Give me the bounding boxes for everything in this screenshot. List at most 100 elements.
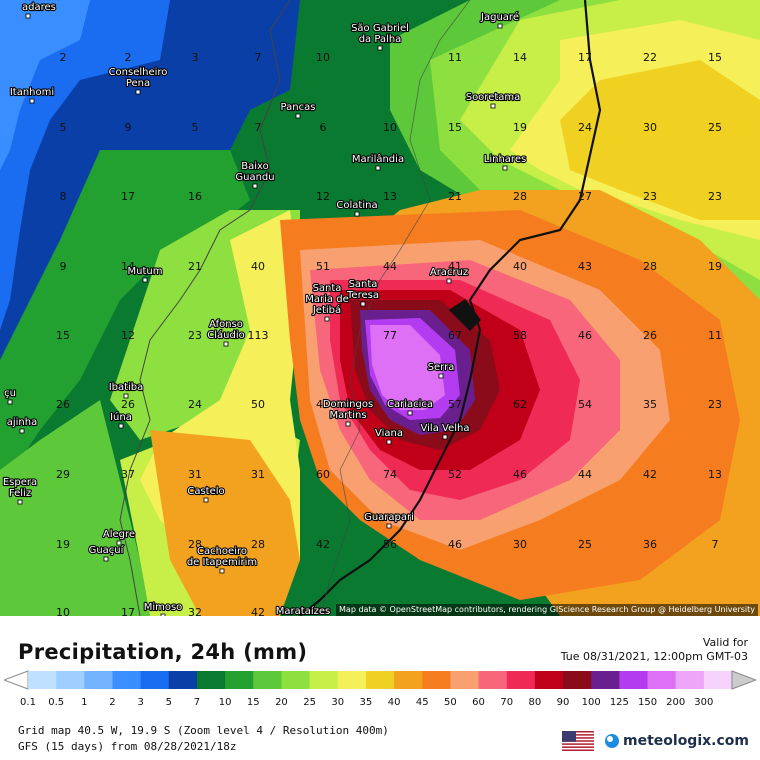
scale-max-arrow bbox=[731, 670, 756, 690]
scale-tick-label: 35 bbox=[359, 697, 373, 708]
precip-value: 58 bbox=[513, 329, 527, 342]
precip-value: 27 bbox=[578, 190, 592, 203]
us-flag-icon[interactable] bbox=[562, 731, 594, 751]
precip-region bbox=[0, 150, 250, 470]
scale-segment bbox=[140, 671, 170, 689]
city-label: de Itapemirim bbox=[187, 557, 257, 568]
precip-value: 7 bbox=[255, 51, 262, 64]
city-dot-icon bbox=[438, 373, 444, 379]
brand-logo[interactable]: meteologix.com bbox=[604, 731, 749, 751]
city-dot-icon bbox=[295, 113, 301, 119]
city-label: Pena bbox=[126, 78, 150, 89]
precip-value: 23 bbox=[708, 190, 722, 203]
city-marker[interactable]: Mutum bbox=[126, 265, 164, 283]
scale-tick-label: 50 bbox=[444, 697, 457, 708]
city-label: Guandu bbox=[235, 172, 274, 183]
coastline bbox=[299, 0, 602, 616]
precip-value: 57 bbox=[448, 398, 462, 411]
precip-value: 26 bbox=[121, 398, 135, 411]
city-marker[interactable]: Vila Velha bbox=[419, 422, 471, 440]
precip-value: 8 bbox=[60, 190, 67, 203]
city-marker[interactable]: Guarapari bbox=[363, 511, 415, 529]
precip-value: 28 bbox=[643, 260, 657, 273]
city-marker[interactable]: Marilândia bbox=[351, 152, 405, 171]
city-marker[interactable]: Mimoso bbox=[143, 601, 183, 616]
city-marker[interactable]: Itanhomi bbox=[9, 86, 55, 104]
precip-value: 42 bbox=[316, 538, 330, 551]
city-marker[interactable]: çu bbox=[3, 387, 17, 405]
precip-value: 15 bbox=[708, 51, 722, 64]
city-marker[interactable]: Aracruz bbox=[429, 266, 469, 284]
city-marker[interactable]: ajinha bbox=[6, 416, 38, 434]
precip-value: 31 bbox=[251, 468, 265, 481]
city-label: ajinha bbox=[7, 417, 38, 428]
precip-value: 54 bbox=[578, 398, 592, 411]
city-marker[interactable]: Colatina bbox=[335, 199, 379, 217]
precip-value: 46 bbox=[578, 329, 592, 342]
city-marker[interactable]: Sooretama bbox=[465, 91, 521, 109]
city-marker[interactable]: ernadoradares bbox=[21, 0, 63, 19]
city-label: Vila Velha bbox=[421, 423, 470, 434]
precip-region bbox=[0, 0, 300, 430]
scale-segment bbox=[337, 671, 367, 689]
city-marker[interactable]: Alegre bbox=[102, 528, 136, 546]
scale-segment bbox=[365, 671, 395, 689]
city-marker[interactable]: Castelo bbox=[186, 485, 226, 503]
city-label: Maria de bbox=[305, 294, 348, 305]
map-attribution[interactable]: Map data © OpenStreetMap contributors, r… bbox=[336, 604, 758, 616]
city-marker[interactable]: Guaçuí bbox=[87, 543, 126, 562]
scale-tick-label: 300 bbox=[694, 697, 714, 708]
precip-region bbox=[370, 325, 445, 410]
precip-value: 26 bbox=[56, 398, 70, 411]
precip-value: 11 bbox=[708, 329, 722, 342]
city-marker[interactable]: Jaguaré bbox=[479, 10, 520, 29]
city-marker[interactable]: Iúna bbox=[109, 410, 133, 429]
city-label: Afonso bbox=[209, 319, 243, 330]
city-dot-icon bbox=[354, 211, 360, 217]
city-marker[interactable]: Cariacica bbox=[386, 398, 434, 416]
precip-value: 42 bbox=[251, 606, 265, 616]
precip-value: 23 bbox=[643, 190, 657, 203]
scale-tick-label: 5 bbox=[165, 697, 172, 708]
precipitation-map[interactable]: 2 2 3 7 10 11 14 17 22 15 5 9 5 7 6 10 15 19 24 30 25 8 17 16 12… bbox=[0, 0, 760, 616]
precip-value: 37 bbox=[121, 468, 135, 481]
precip-value: 77 bbox=[383, 329, 397, 342]
precip-region bbox=[0, 0, 90, 170]
city-marker[interactable]: Ibatiba bbox=[108, 381, 144, 399]
scale-segment bbox=[56, 671, 85, 689]
scale-tick-label: 25 bbox=[303, 697, 316, 708]
precip-value: 23 bbox=[188, 329, 202, 342]
precip-value: 9 bbox=[125, 121, 132, 134]
precip-value: 31 bbox=[188, 468, 202, 481]
city-label: Ibatiba bbox=[109, 382, 144, 393]
precip-value: 50 bbox=[251, 398, 265, 411]
city-dot-icon bbox=[7, 399, 13, 405]
scale-segment bbox=[309, 671, 339, 689]
precip-value: 21 bbox=[188, 260, 202, 273]
city-label: Serra bbox=[428, 362, 455, 373]
scale-tick-label: 0.5 bbox=[48, 697, 65, 708]
scale-min-arrow bbox=[4, 670, 29, 690]
city-marker[interactable]: Viana bbox=[374, 427, 404, 445]
precip-value: 2 bbox=[125, 51, 132, 64]
city-marker[interactable]: Serra bbox=[427, 361, 455, 379]
city-marker[interactable]: Pancas bbox=[279, 101, 317, 119]
precip-value: 19 bbox=[56, 538, 70, 551]
city-marker[interactable]: Linhares bbox=[483, 153, 527, 171]
precip-value: 46 bbox=[513, 468, 527, 481]
precip-value: 5 bbox=[192, 121, 199, 134]
city-marker[interactable]: Marataízes bbox=[275, 604, 332, 616]
precip-value: 25 bbox=[578, 538, 592, 551]
city-label: Santa bbox=[349, 279, 378, 290]
bay-outline bbox=[448, 298, 481, 332]
scale-segment bbox=[675, 671, 705, 689]
